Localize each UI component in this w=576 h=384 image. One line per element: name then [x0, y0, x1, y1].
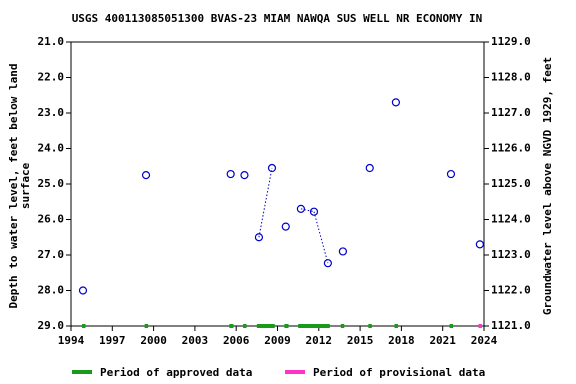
y-tick-label: 23.0 — [38, 106, 65, 119]
legend-swatch — [72, 370, 92, 374]
legend-label: Period of approved data — [100, 366, 252, 379]
data-point — [240, 171, 249, 180]
y-tick-label: 25.0 — [38, 177, 65, 190]
y-tick-label: 27.0 — [38, 248, 65, 261]
data-point — [296, 204, 306, 213]
data-point — [323, 259, 332, 268]
data-point — [391, 98, 400, 107]
y-tick-label: 21.0 — [38, 35, 65, 48]
y2-tick-label: 1124.0 — [491, 213, 531, 226]
period-bar — [144, 324, 149, 328]
data-point — [226, 169, 235, 179]
period-bar — [340, 324, 345, 328]
legend-label: Period of provisional data — [313, 366, 485, 379]
chart-title: USGS 400113085051300 BVAS-23 MIAM NAWQA … — [72, 12, 483, 25]
y2-tick-label: 1122.0 — [491, 284, 531, 297]
y-tick-label: 24.0 — [38, 142, 65, 155]
y-axis-label: Depth to water level, feet below land — [7, 63, 20, 308]
x-tick-label: 1994 — [58, 334, 85, 347]
y-tick-label: 22.0 — [38, 71, 65, 84]
period-bar — [449, 324, 454, 328]
plot-frame — [70, 41, 485, 327]
y2-tick-label: 1125.0 — [491, 177, 531, 190]
period-bar — [394, 324, 398, 328]
x-tick-label: 2009 — [264, 334, 291, 347]
period-bar — [368, 324, 372, 328]
y2-tick-label: 1121.0 — [491, 319, 531, 332]
x-tick-label: 2006 — [223, 334, 250, 347]
x-tick-label: 2015 — [347, 334, 374, 347]
connector — [313, 211, 329, 264]
data-point — [254, 233, 264, 242]
period-bar — [298, 324, 330, 328]
x-tick-label: 2018 — [388, 334, 415, 347]
connector — [300, 208, 315, 213]
data-point — [365, 163, 374, 173]
x-tick-label: 2000 — [140, 334, 167, 347]
data-point — [78, 286, 88, 295]
y2-tick-label: 1126.0 — [491, 142, 531, 155]
y2-tick-label: 1127.0 — [491, 106, 531, 119]
x-tick-label: 2003 — [182, 334, 209, 347]
data-point — [267, 163, 277, 173]
legend-swatch — [285, 370, 305, 374]
data-point — [446, 169, 456, 179]
x-tick-label: 2021 — [429, 334, 456, 347]
period-bar — [478, 324, 482, 328]
period-bar — [243, 324, 247, 328]
y-tick-label: 28.0 — [38, 284, 65, 297]
x-tick-label: 1997 — [99, 334, 126, 347]
data-point — [281, 222, 290, 231]
period-bar — [229, 324, 234, 328]
y-axis-label: surface — [19, 162, 32, 209]
x-tick-label: 2012 — [306, 334, 333, 347]
connector — [258, 167, 273, 238]
y-tick-label: 29.0 — [38, 319, 65, 332]
y2-tick-label: 1123.0 — [491, 248, 531, 261]
data-point — [309, 207, 319, 216]
y2-tick-label: 1128.0 — [491, 71, 531, 84]
data-point — [338, 247, 347, 256]
y2-tick-label: 1129.0 — [491, 35, 531, 48]
y2-axis-label: Groundwater level above NGVD 1929, feet — [541, 57, 554, 315]
data-point — [141, 171, 151, 180]
period-bar — [284, 324, 289, 328]
data-point — [475, 240, 484, 249]
y-tick-label: 26.0 — [38, 213, 65, 226]
x-tick-label: 2024 — [471, 334, 498, 347]
period-bar — [256, 324, 275, 328]
period-bar — [82, 324, 86, 328]
